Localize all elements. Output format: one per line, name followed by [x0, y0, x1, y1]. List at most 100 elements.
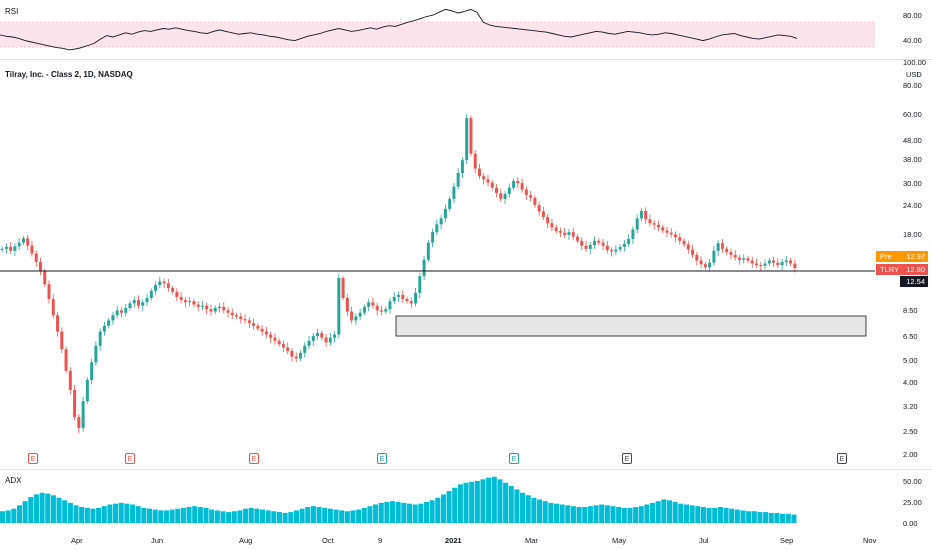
candle-body — [712, 250, 716, 263]
candle-body — [226, 310, 230, 313]
rectangle-drawing — [395, 315, 867, 337]
adx-bar — [666, 500, 673, 523]
adx-bar — [570, 506, 576, 523]
candle-body — [358, 312, 362, 317]
candle-body — [196, 304, 200, 307]
candle-body — [405, 299, 409, 302]
adx-bar — [327, 508, 333, 523]
pane-divider[interactable] — [0, 469, 932, 470]
adx-bar — [237, 510, 243, 523]
candle-body — [345, 297, 349, 312]
line-tag-value: 12.54 — [906, 277, 925, 286]
adx-bar — [378, 502, 384, 523]
adx-bar — [203, 507, 209, 523]
candle-body — [68, 370, 72, 390]
candle-body — [742, 258, 746, 260]
adx-bar — [508, 486, 514, 523]
candle-body — [132, 300, 136, 304]
candle-body — [495, 187, 499, 194]
candle-body — [414, 292, 418, 304]
adx-bar — [158, 510, 164, 523]
time-axis-tick: Apr — [71, 536, 83, 545]
earnings-marker[interactable]: E — [125, 453, 135, 464]
candle-body — [269, 334, 273, 338]
candle-body — [60, 331, 64, 350]
adx-bar — [163, 510, 169, 523]
adx-bar — [435, 497, 441, 523]
candle-body — [273, 337, 277, 341]
candle-body — [716, 243, 720, 251]
adx-bar — [514, 489, 520, 523]
adx-bar — [45, 493, 51, 523]
adx-bar — [780, 513, 786, 523]
adx-tick: 0.00 — [903, 519, 918, 528]
adx-bar — [146, 508, 153, 523]
candle-body — [149, 290, 153, 298]
adx-bar — [751, 511, 757, 523]
adx-bar — [0, 511, 6, 523]
candle-body — [81, 401, 85, 429]
adx-bar — [746, 511, 752, 523]
candle-body — [767, 260, 771, 264]
adx-bar — [729, 508, 735, 523]
adx-bar — [616, 507, 622, 523]
rsi-line — [0, 8, 798, 51]
adx-bar — [531, 497, 537, 523]
candle-body — [64, 349, 68, 371]
candle-body — [188, 301, 192, 303]
candle-body — [610, 250, 614, 252]
candle-body — [533, 197, 537, 205]
candle-body — [303, 345, 307, 353]
pane-divider[interactable] — [0, 59, 932, 60]
candle-body — [490, 182, 494, 188]
candle-body — [554, 227, 558, 232]
adx-bar — [79, 507, 85, 523]
adx-bar — [621, 507, 627, 523]
candle-body — [648, 219, 652, 224]
earnings-marker[interactable]: E — [28, 453, 38, 464]
candle-body — [205, 305, 209, 310]
candle-body — [520, 183, 524, 190]
earnings-marker[interactable]: E — [837, 453, 847, 464]
candle-body — [17, 242, 21, 247]
adx-bar — [723, 507, 729, 523]
candle-body — [665, 230, 669, 233]
adx-bar — [457, 484, 463, 523]
candle-body — [13, 246, 17, 251]
adx-bar — [73, 505, 79, 523]
candle-body — [644, 211, 648, 220]
adx-bar — [350, 510, 356, 523]
candle-body — [439, 218, 443, 225]
adx-bar — [525, 495, 531, 523]
adx-bar — [536, 499, 543, 523]
candle-body — [243, 319, 247, 321]
adx-bar — [700, 507, 706, 523]
candle-body — [456, 173, 460, 187]
adx-bar — [672, 502, 678, 523]
adx-bar — [248, 507, 254, 523]
adx-bar — [593, 505, 599, 523]
time-axis-tick: Nov — [863, 536, 877, 545]
earnings-marker[interactable]: E — [622, 453, 632, 464]
candle-body — [537, 204, 541, 212]
candle-body — [725, 248, 729, 253]
candle-body — [729, 252, 733, 255]
earnings-marker[interactable]: E — [249, 453, 259, 464]
earnings-marker[interactable]: E — [509, 453, 519, 464]
candle-body — [362, 306, 366, 313]
candle-body — [614, 249, 618, 252]
adx-bar — [717, 507, 723, 523]
candle-body — [682, 240, 686, 245]
adx-bar — [384, 502, 390, 523]
adx-bar — [706, 507, 712, 523]
candle-body — [47, 284, 51, 300]
adx-bar — [118, 502, 124, 523]
adx-bar — [180, 507, 186, 523]
earnings-marker[interactable]: E — [377, 453, 387, 464]
adx-bar — [452, 487, 458, 523]
candle-body — [601, 242, 605, 246]
adx-bar — [644, 504, 650, 523]
candle-body — [733, 254, 737, 258]
adx-bar — [288, 512, 294, 523]
